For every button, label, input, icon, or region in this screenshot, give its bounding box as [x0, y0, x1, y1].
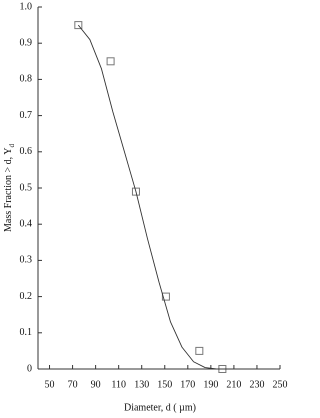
- y-tick-label: 0: [27, 363, 32, 374]
- x-tick-label: 170: [180, 379, 195, 390]
- y-tick-label: 0.8: [20, 74, 33, 85]
- y-tick-label: 1.0: [20, 1, 33, 12]
- x-tick-label: 250: [273, 379, 288, 390]
- y-tick-label: 0.9: [20, 37, 33, 48]
- x-tick-label: 50: [45, 379, 55, 390]
- marker: [131, 187, 140, 196]
- x-tick-label: 190: [203, 379, 218, 390]
- y-tick-label: 0.2: [20, 291, 33, 302]
- x-tick-label: 130: [134, 379, 149, 390]
- y-tick-label: 0.6: [20, 146, 33, 157]
- y-tick-label: 0.7: [20, 110, 33, 121]
- x-tick-label: 70: [68, 379, 78, 390]
- y-axis-label-main: Mass Fraction > d, Y: [3, 148, 14, 232]
- y-tick-label: 0.4: [20, 218, 33, 229]
- chart: Diameter, d ( µm) Mass Fraction > d, Yd …: [3, 1, 288, 413]
- x-axis-label: Diameter, d ( µm): [124, 402, 196, 413]
- y-axis-label-sub: d: [8, 144, 16, 148]
- marker: [195, 346, 204, 355]
- x-tick-label: 230: [249, 379, 264, 390]
- marker: [74, 21, 83, 30]
- y-tick-label: 0.5: [20, 182, 33, 193]
- x-tick-label: 150: [157, 379, 172, 390]
- x-tick-label: 210: [226, 379, 241, 390]
- x-tick-label: 90: [91, 379, 101, 390]
- y-tick-label: 0.3: [20, 255, 33, 266]
- y-axis-label: Mass Fraction > d, Yd: [3, 144, 15, 232]
- y-tick-label: 0.1: [20, 327, 33, 338]
- fit-curve: [77, 24, 280, 370]
- marker: [106, 57, 115, 66]
- x-tick-label: 110: [111, 379, 126, 390]
- marker: [161, 292, 170, 301]
